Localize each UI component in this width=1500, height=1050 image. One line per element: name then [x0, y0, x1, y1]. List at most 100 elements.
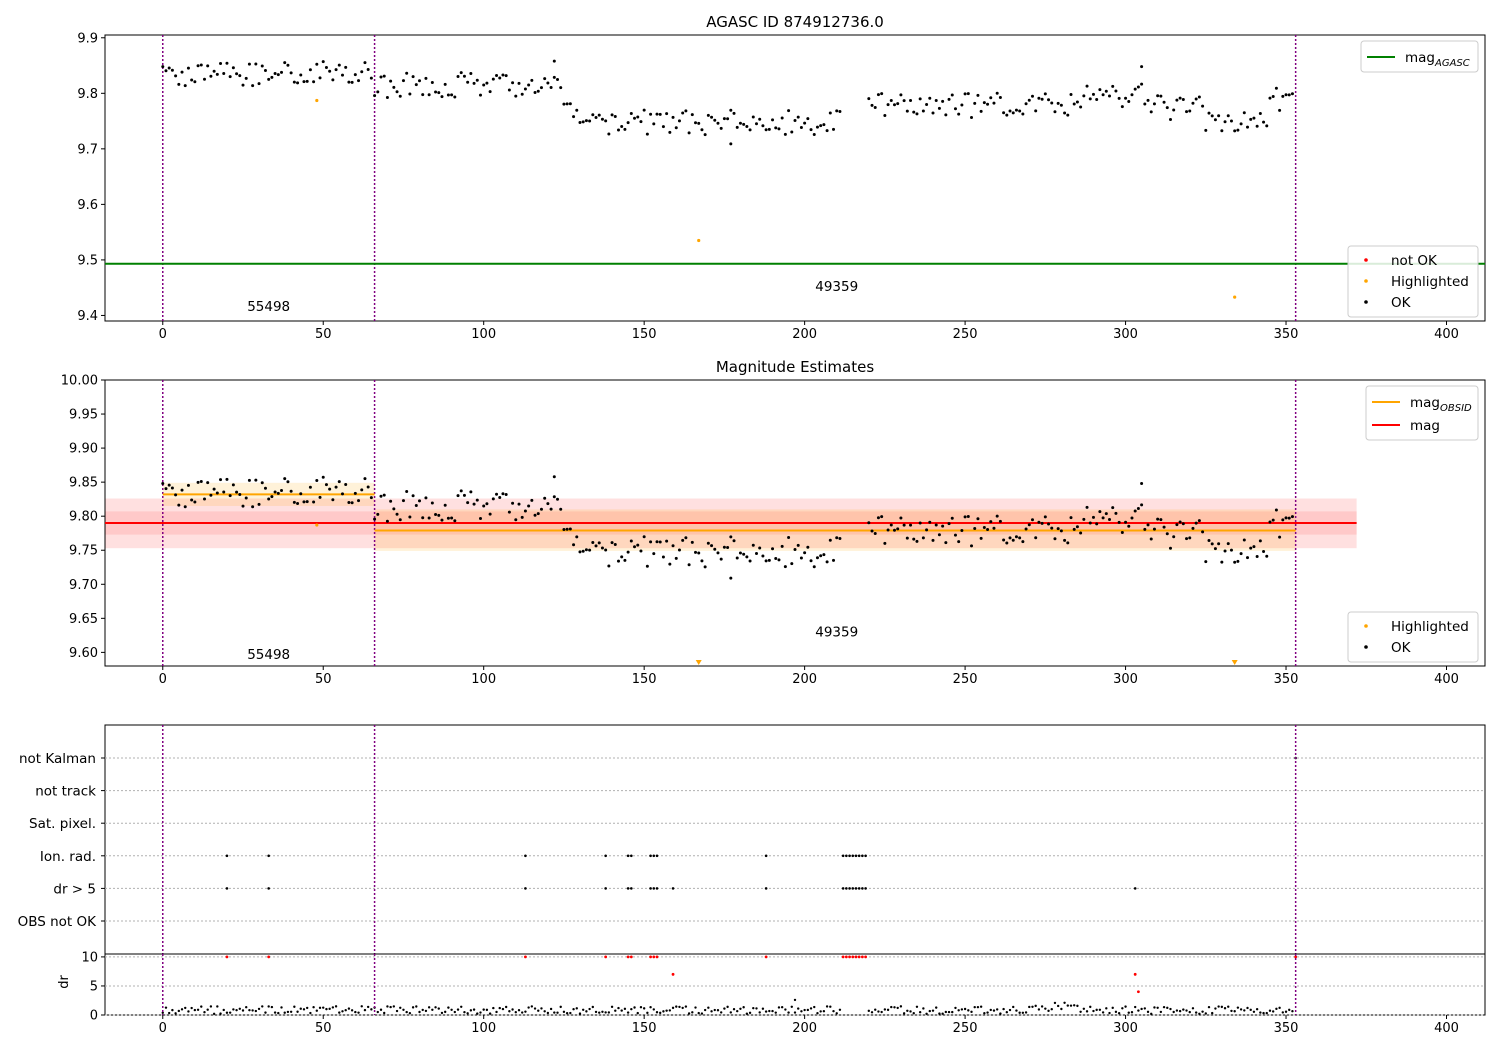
p1-ok-point — [1088, 97, 1092, 101]
p3-flag-point — [845, 854, 848, 858]
p4-dr-point — [379, 1008, 383, 1011]
p2-ok-point — [970, 544, 974, 548]
p1-ok-point — [658, 112, 662, 116]
p2-ok-point — [629, 539, 633, 543]
p2-ok-point — [729, 535, 733, 539]
p4-dr-point — [1092, 1009, 1095, 1013]
p4-dr-point — [1085, 1010, 1089, 1013]
p2-ok-point — [456, 494, 460, 498]
p1-ok-point — [613, 114, 617, 118]
p2-ok-point — [1149, 537, 1153, 541]
p4-dr-point — [366, 1005, 370, 1009]
p2-ok-point — [1053, 537, 1057, 541]
p4-dr-point — [1281, 1011, 1285, 1014]
p4-dr-point — [1066, 1004, 1069, 1007]
p1-ok-point — [793, 118, 797, 122]
p2-ok-point — [440, 518, 444, 522]
p1-ok-point — [170, 68, 174, 72]
p2-ok-point — [161, 481, 165, 485]
p4-xtick-label: 200 — [792, 1021, 817, 1036]
p4-dr-high-point — [848, 955, 851, 959]
p1-ok-point — [1018, 109, 1022, 113]
p2-ok-point — [799, 556, 803, 560]
p1-ok-point — [440, 95, 444, 99]
p2-ok-point — [308, 485, 312, 489]
p1-ok-point — [231, 66, 235, 70]
p2-ok-point — [254, 478, 258, 482]
p4-dr-point — [697, 1011, 700, 1015]
p1-ok-point — [379, 75, 383, 79]
p2-ok-point — [1290, 515, 1294, 519]
p2-ok-point — [1056, 527, 1060, 531]
p4-dr-point — [443, 1010, 447, 1014]
p2-ok-point — [511, 501, 515, 505]
p2-ok-point — [732, 539, 736, 543]
p1-ok-point — [790, 130, 794, 134]
p1-ok-point — [982, 101, 986, 105]
p1-ok-point — [1229, 119, 1233, 123]
p4-dr-point — [1249, 1008, 1252, 1012]
p4-dr-point — [803, 1008, 806, 1012]
p4-dr-point — [675, 1005, 678, 1008]
p1-xtick-label: 50 — [315, 327, 332, 342]
p3-flag-point — [864, 854, 867, 858]
p4-dr-point — [1079, 1010, 1082, 1013]
p2-ok-point — [915, 539, 919, 543]
p2-ok-point — [1021, 540, 1025, 544]
p4-dr-point — [630, 1007, 633, 1011]
p1-ok-point — [443, 82, 447, 86]
p4-dr-point — [726, 1005, 729, 1009]
p3-flag-point — [649, 887, 652, 890]
p4-dr-point — [758, 1011, 761, 1014]
p2-ok-point — [183, 505, 187, 509]
p1-ok-point — [1194, 97, 1198, 101]
p1-ok-point — [501, 73, 505, 77]
panel-magnitude-estimates: Magnitude Estimates 55498 49359 0 50 100 150 2… — [61, 358, 1486, 687]
p1-ok-point — [530, 78, 534, 82]
p3-flag-point — [524, 854, 527, 858]
p1-ok-point — [706, 113, 710, 117]
p2-ok-point — [998, 519, 1002, 523]
p4-dr-point — [1127, 1011, 1130, 1014]
p1-ok-point — [1246, 125, 1250, 129]
p1-legend-marker — [1364, 279, 1368, 283]
p4-dr-point — [248, 1008, 251, 1012]
p1-ok-point — [340, 73, 344, 77]
p4-dr-point — [723, 1007, 726, 1010]
p1-xtick-label: 200 — [792, 327, 817, 342]
p4-dr-point — [976, 1005, 980, 1009]
p4-dr-point — [623, 1007, 627, 1011]
p4-dr-point — [1252, 1010, 1256, 1013]
p4-dr-point — [787, 1011, 790, 1014]
p1-ok-point — [902, 99, 906, 103]
p4-dr-point — [797, 1007, 800, 1010]
p1-ok-point — [661, 125, 665, 129]
p4-dr-point — [938, 1012, 941, 1015]
p4-dr-point — [402, 1008, 405, 1012]
p2-ok-point — [649, 540, 653, 544]
p4-dr-high-point — [267, 955, 271, 959]
p2-ok-point — [491, 497, 495, 501]
p1-ok-point — [270, 75, 274, 79]
p1-ok-point — [822, 123, 826, 127]
p2-ok-point — [982, 526, 986, 530]
p2-ok-point — [469, 490, 473, 494]
p1-ok-point — [562, 102, 566, 106]
p4-dr-point — [440, 1011, 444, 1015]
p2-ok-point — [504, 493, 508, 497]
p2-ok-point — [992, 526, 996, 530]
p1-ok-point — [299, 73, 303, 77]
p2-ok-point — [1043, 515, 1047, 519]
p1-ok-point — [674, 126, 678, 130]
p4-dr-point — [1005, 1011, 1009, 1014]
p2-ok-point — [270, 495, 274, 499]
p4-dr-point — [1233, 1010, 1236, 1013]
p3-row-label: OBS not OK — [18, 914, 98, 930]
p2-ok-point — [1018, 536, 1022, 540]
p2-ok-point — [976, 517, 980, 521]
p3-flag-point — [764, 854, 768, 858]
p2-xtick-label: 300 — [1113, 672, 1138, 687]
p4-dr-point — [1175, 1009, 1179, 1012]
p4-dr-point — [601, 1010, 604, 1013]
p4-dr-point — [813, 1005, 816, 1009]
